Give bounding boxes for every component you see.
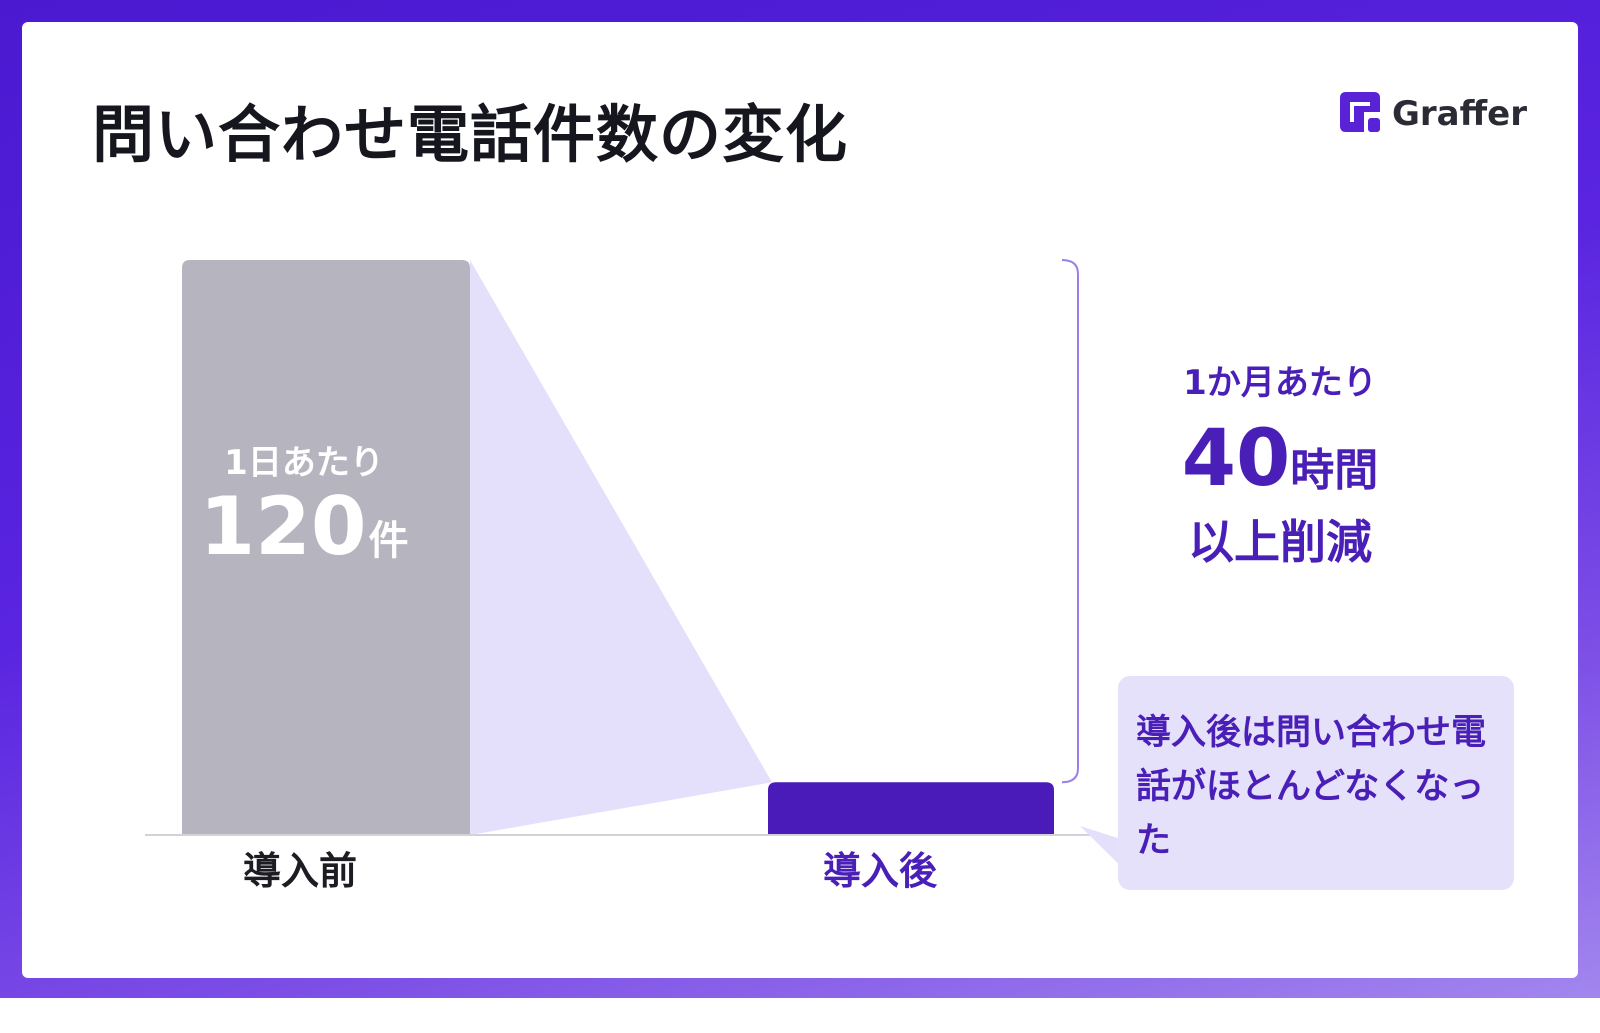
reduction-shade <box>470 260 772 835</box>
before-bar-value-label: 120件 <box>160 480 448 573</box>
saving-unit: 時間 <box>1290 445 1379 496</box>
reduction-bracket <box>1061 259 1079 784</box>
callout-box: 導入後は問い合わせ電話がほとんどなくなった <box>1118 676 1514 890</box>
before-bar-value: 120 <box>199 480 367 573</box>
saving-amount: 40時間 <box>1140 414 1420 504</box>
before-bar-unit: 件 <box>368 518 409 564</box>
saving-prefix: 1か月あたり <box>1183 363 1377 403</box>
page-title: 問い合わせ電話件数の変化 <box>92 98 849 171</box>
saving-suffix: 以上削減 <box>1188 515 1372 569</box>
saving-value: 40 <box>1181 414 1291 504</box>
graffer-logo-icon <box>1340 92 1380 132</box>
before-bar-label-prefix: 1日あたり <box>224 443 384 483</box>
bar-before <box>182 260 470 835</box>
category-label-after: 導入後 <box>822 849 937 893</box>
bar-after <box>768 782 1054 835</box>
brand-name: Graffer <box>1392 94 1527 134</box>
category-label-before: 導入前 <box>242 849 357 893</box>
saving-annotation: 1か月あたり 40時間 以上削減 <box>1140 355 1420 572</box>
callout-text: 導入後は問い合わせ電話がほとんどなくなった <box>1136 713 1487 861</box>
